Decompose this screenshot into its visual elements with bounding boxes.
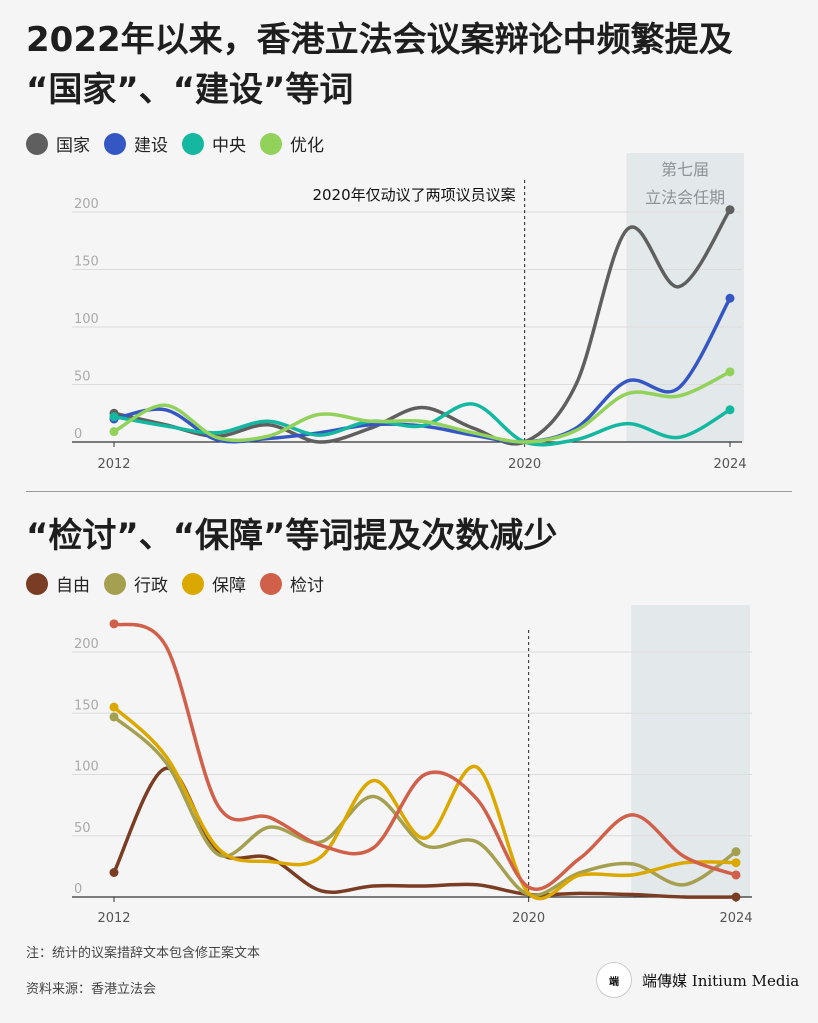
y-tick-label: 200	[74, 637, 99, 652]
legend-swatch	[26, 572, 48, 595]
legend-item: 中央	[182, 131, 246, 156]
brand-badge-icon: 端	[596, 962, 632, 998]
series-end-point	[731, 858, 741, 868]
legend-swatch	[260, 132, 282, 155]
legend-label: 行政	[134, 576, 168, 596]
series-start-point	[109, 427, 119, 437]
chart-title-top-line1: 2022年以来，香港立法会议案辩论中频繁提及	[26, 20, 733, 60]
series-line	[112, 715, 738, 898]
series-start-point	[109, 702, 119, 712]
series-start-point	[109, 619, 119, 629]
legend-label: 优化	[290, 136, 324, 156]
series-line	[112, 622, 738, 891]
series-line	[112, 705, 738, 901]
legend-item: 行政	[104, 571, 168, 596]
legend-swatch	[182, 132, 204, 155]
legend-item: 自由	[26, 571, 90, 596]
brand-name: 端傳媒 Initium Media	[642, 971, 800, 990]
y-tick-label: 100	[74, 760, 99, 775]
y-tick-label: 200	[74, 197, 99, 212]
series-line	[112, 207, 732, 446]
x-tick-label: 2020	[512, 911, 545, 926]
x-tick-label: 2012	[97, 911, 130, 926]
y-tick-label: 0	[74, 427, 82, 442]
legend-label: 国家	[56, 136, 90, 156]
section-divider	[26, 491, 792, 492]
y-tick-label: 0	[74, 882, 82, 897]
series-end-point	[731, 870, 741, 880]
term-band-label: 第七届	[661, 160, 709, 179]
y-tick-label: 100	[74, 312, 99, 327]
annotation-2020: 2020年仅动议了两项议员议案	[312, 186, 515, 204]
legend-label: 保障	[212, 576, 246, 596]
footnote: 注：统计的议案措辞文本包含修正案文本	[26, 946, 261, 961]
chart-title-bottom: “检讨”、“保障”等词提及次数减少	[26, 516, 558, 556]
y-tick-label: 150	[74, 698, 99, 713]
legend-item: 建设	[104, 131, 168, 156]
legend-swatch	[104, 132, 126, 155]
series-end-point	[725, 405, 735, 415]
legend-label: 检讨	[290, 576, 324, 596]
legend-swatch	[260, 572, 282, 595]
term-band-label: 立法会任期	[645, 188, 725, 207]
series-line	[112, 370, 732, 444]
legend-item: 检讨	[260, 571, 324, 596]
series-end-point	[725, 367, 735, 377]
series-end-point	[725, 293, 735, 303]
term-band	[631, 605, 750, 897]
legend-label: 建设	[134, 136, 168, 156]
series-line	[112, 402, 732, 447]
x-tick-label: 2024	[713, 457, 746, 472]
chart-title-top-line2: “国家”、“建设”等词	[26, 70, 354, 110]
series-end-point	[731, 847, 741, 857]
x-tick-label: 2020	[508, 457, 541, 472]
series-start-point	[109, 868, 119, 877]
legend-top: 国家 建设 中央 优化	[26, 131, 324, 156]
brand-logo: 端 端傳媒 Initium Media	[596, 962, 799, 998]
line-chart-bottom: 0 50 100 150 200 2012 2020 2024	[72, 605, 753, 926]
y-tick-label: 50	[74, 821, 91, 836]
series-start-point	[109, 412, 119, 422]
legend-swatch	[104, 572, 126, 595]
series-end-point	[725, 205, 735, 215]
x-tick-label: 2012	[97, 457, 130, 472]
legend-item: 保障	[182, 571, 246, 596]
source-note: 资料来源：香港立法会	[26, 982, 157, 997]
legend-swatch	[26, 132, 48, 155]
series-end-point	[731, 892, 741, 902]
x-tick-label: 2024	[719, 911, 752, 926]
legend-label: 中央	[212, 136, 246, 156]
y-tick-label: 150	[74, 255, 99, 270]
legend-swatch	[182, 572, 204, 595]
legend-label: 自由	[56, 576, 90, 596]
legend-item: 国家	[26, 131, 90, 156]
series-start-point	[109, 712, 119, 722]
legend-bottom: 自由 行政 保障 检讨	[26, 571, 324, 596]
y-tick-label: 50	[74, 370, 91, 385]
legend-item: 优化	[260, 131, 324, 156]
series-line	[112, 296, 732, 444]
